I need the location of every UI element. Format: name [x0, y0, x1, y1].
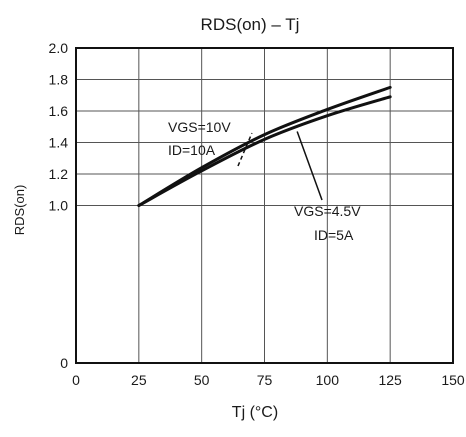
chart-title: RDS(on) – Tj [201, 15, 300, 34]
x-tick-label: 150 [441, 372, 465, 388]
annotation-vgs45-line2: ID=5A [314, 227, 354, 243]
x-tick-label: 125 [378, 372, 402, 388]
grid [76, 48, 453, 363]
x-tick-label: 75 [257, 372, 273, 388]
y-tick-label: 1.0 [49, 198, 69, 214]
y-tick-label: 1.6 [49, 103, 69, 119]
annotation-vgs45-leader [297, 131, 322, 200]
x-tick-label: 100 [316, 372, 340, 388]
x-tick-label: 25 [131, 372, 147, 388]
y-axis-label: RDS(on) [12, 185, 27, 236]
x-axis-label: Tj (°C) [232, 404, 278, 421]
x-tick-label: 0 [72, 372, 80, 388]
y-tick-label: 0 [60, 355, 68, 371]
y-tick-label: 1.2 [49, 166, 69, 182]
annotation-vgs10-line1: VGS=10V [168, 119, 231, 135]
y-tick-label: 2.0 [49, 40, 69, 56]
annotation-vgs45-line1: VGS=4.5V [294, 203, 361, 219]
y-tick-label: 1.8 [49, 72, 69, 88]
x-tick-label: 50 [194, 372, 210, 388]
annotation-vgs10-line2: ID=10A [168, 142, 216, 158]
tick-labels: 0 25 50 75 100 125 150 0 1.0 1.2 1.4 1.6 1.8 2.0 [49, 40, 465, 388]
y-tick-label: 1.4 [49, 135, 69, 151]
